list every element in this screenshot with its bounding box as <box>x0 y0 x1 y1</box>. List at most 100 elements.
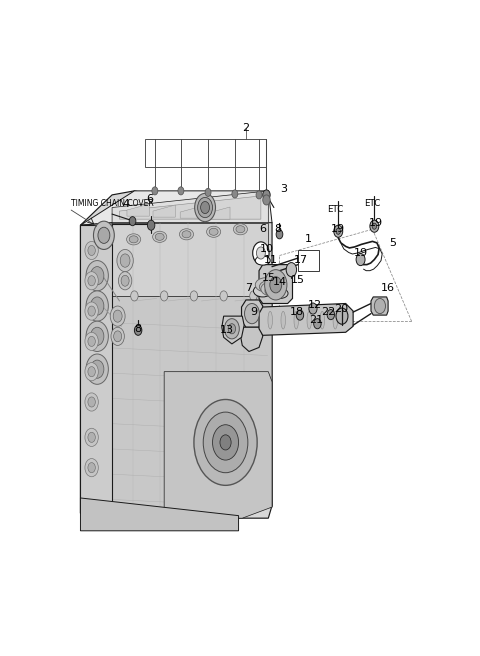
Ellipse shape <box>273 289 288 298</box>
Text: 22: 22 <box>322 307 336 317</box>
Ellipse shape <box>153 232 167 242</box>
Text: ETC: ETC <box>327 205 343 214</box>
Circle shape <box>129 216 136 226</box>
Circle shape <box>86 291 108 321</box>
Circle shape <box>91 360 104 379</box>
Circle shape <box>195 194 216 222</box>
Circle shape <box>228 323 236 334</box>
Circle shape <box>88 306 96 316</box>
Text: 11: 11 <box>264 255 278 264</box>
Circle shape <box>85 272 98 290</box>
Text: 2: 2 <box>242 123 250 133</box>
Polygon shape <box>81 225 112 513</box>
Polygon shape <box>112 222 268 296</box>
Ellipse shape <box>255 277 276 292</box>
Text: 7: 7 <box>245 283 252 293</box>
Text: 8: 8 <box>134 324 141 334</box>
Text: 20: 20 <box>334 304 348 314</box>
Ellipse shape <box>209 228 218 236</box>
Text: 5: 5 <box>389 238 396 248</box>
Circle shape <box>85 428 98 447</box>
Circle shape <box>232 190 238 198</box>
Circle shape <box>263 190 270 200</box>
Polygon shape <box>81 191 272 518</box>
Text: 10: 10 <box>260 245 274 255</box>
Circle shape <box>327 310 335 319</box>
Polygon shape <box>164 372 272 518</box>
Ellipse shape <box>155 234 164 240</box>
Ellipse shape <box>127 234 141 245</box>
Polygon shape <box>253 248 267 258</box>
Circle shape <box>134 325 142 335</box>
Text: ETC: ETC <box>364 199 381 209</box>
Circle shape <box>263 195 270 205</box>
Circle shape <box>198 197 213 218</box>
Circle shape <box>160 291 168 301</box>
Polygon shape <box>371 297 388 315</box>
Ellipse shape <box>281 312 286 329</box>
Polygon shape <box>222 316 244 344</box>
Polygon shape <box>240 327 263 352</box>
Circle shape <box>334 225 343 237</box>
Circle shape <box>88 337 96 346</box>
Polygon shape <box>208 207 230 219</box>
Polygon shape <box>259 264 292 304</box>
Polygon shape <box>153 205 175 217</box>
Circle shape <box>88 432 96 442</box>
Circle shape <box>91 297 104 315</box>
Bar <box>145 139 266 167</box>
Circle shape <box>117 249 133 272</box>
Text: 4: 4 <box>123 199 130 209</box>
Circle shape <box>121 276 129 286</box>
Ellipse shape <box>255 256 270 265</box>
Text: 9: 9 <box>251 307 258 317</box>
Circle shape <box>85 393 98 411</box>
Ellipse shape <box>261 282 282 296</box>
Circle shape <box>88 462 96 473</box>
Polygon shape <box>81 498 239 531</box>
Circle shape <box>98 227 110 243</box>
Circle shape <box>131 291 138 301</box>
Ellipse shape <box>233 224 248 235</box>
Circle shape <box>194 400 257 485</box>
Text: 18: 18 <box>290 307 304 317</box>
Text: 13: 13 <box>220 325 234 335</box>
Circle shape <box>250 291 257 301</box>
Circle shape <box>244 304 259 323</box>
Circle shape <box>85 333 98 350</box>
Circle shape <box>88 397 96 407</box>
Text: 6: 6 <box>259 224 266 234</box>
Circle shape <box>252 242 269 264</box>
Circle shape <box>256 191 262 199</box>
Circle shape <box>276 230 283 239</box>
Circle shape <box>314 319 321 329</box>
Circle shape <box>336 308 348 324</box>
Circle shape <box>225 319 240 339</box>
Text: 19: 19 <box>331 224 345 234</box>
Circle shape <box>205 188 211 196</box>
Ellipse shape <box>129 236 138 243</box>
Circle shape <box>190 291 198 301</box>
Polygon shape <box>180 206 203 218</box>
Text: TIMING CHAIN COVER: TIMING CHAIN COVER <box>71 199 154 209</box>
Text: 1: 1 <box>305 234 312 244</box>
Circle shape <box>296 310 304 320</box>
Circle shape <box>374 298 385 314</box>
Ellipse shape <box>320 312 324 329</box>
Polygon shape <box>127 204 149 216</box>
Polygon shape <box>241 300 263 327</box>
Circle shape <box>270 277 282 293</box>
Circle shape <box>114 331 121 342</box>
Text: 6: 6 <box>146 194 154 204</box>
Circle shape <box>85 241 98 260</box>
Ellipse shape <box>265 285 283 297</box>
Circle shape <box>220 291 228 301</box>
Ellipse shape <box>180 229 193 240</box>
Circle shape <box>85 363 98 380</box>
Circle shape <box>147 220 155 230</box>
Text: 16: 16 <box>381 283 395 293</box>
Ellipse shape <box>206 226 221 237</box>
Text: 15: 15 <box>262 274 276 283</box>
Text: 14: 14 <box>273 277 288 287</box>
Polygon shape <box>81 222 112 518</box>
